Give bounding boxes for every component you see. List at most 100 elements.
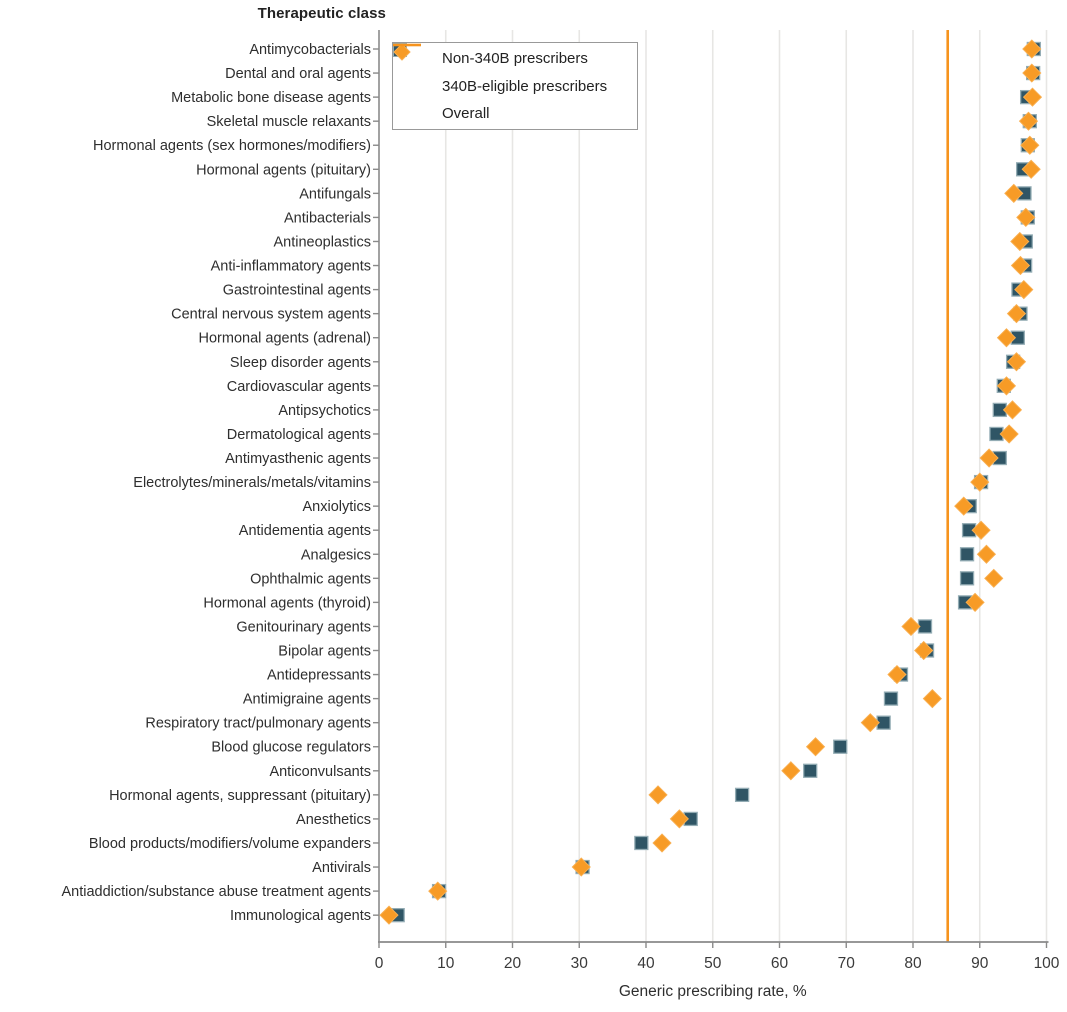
marker-square (734, 787, 750, 803)
category-label: Metabolic bone disease agents (171, 90, 371, 106)
x-axis-title: Generic prescribing rate, % (619, 983, 807, 1000)
marker-diamond (914, 640, 934, 661)
x-tick-label: 100 (1034, 955, 1060, 972)
category-label: Genitourinary agents (236, 619, 371, 635)
category-label: Ophthalmic agents (250, 571, 371, 587)
legend-label-overall: Overall (442, 105, 490, 122)
category-label: Antiaddiction/substance abuse treatment … (61, 884, 371, 900)
marker-diamond (379, 905, 399, 925)
marker-diamond (984, 568, 1004, 588)
x-tick-label: 0 (375, 955, 384, 972)
marker-diamond (1006, 304, 1027, 324)
x-tick-label: 20 (504, 955, 522, 972)
marker-diamond (1020, 135, 1040, 155)
marker-diamond (954, 496, 974, 516)
category-label: Electrolytes/minerals/metals/vitamins (133, 475, 371, 491)
category-label: Antimycobacterials (249, 42, 371, 58)
category-label: Anesthetics (296, 812, 371, 828)
category-label: Antimyasthenic agents (225, 451, 371, 467)
category-label: Hormonal agents (sex hormones/modifiers) (93, 138, 371, 154)
category-label: Hormonal agents (thyroid) (203, 595, 371, 611)
x-tick-label: 60 (771, 955, 789, 972)
marker-diamond (979, 448, 999, 468)
category-label: Immunological agents (230, 908, 371, 924)
chart-title: Therapeutic class (257, 5, 386, 22)
category-label: Anti-inflammatory agents (211, 259, 371, 275)
category-label: Sleep disorder agents (230, 355, 371, 371)
marker-diamond (781, 761, 801, 781)
marker-diamond (1018, 111, 1039, 131)
legend-label-non340b: Non-340B prescribers (442, 50, 588, 67)
category-label: Antidementia agents (239, 523, 371, 539)
marker-diamond (887, 664, 907, 685)
legend-item-non340b: Non-340B prescribers (393, 43, 627, 67)
marker-diamond (1006, 352, 1027, 372)
category-label: Antivirals (312, 860, 371, 876)
category-label: Antimigraine agents (243, 692, 371, 708)
marker-diamond (970, 472, 990, 492)
category-label: Antidepressants (267, 668, 371, 684)
marker-square (959, 547, 975, 562)
x-tick-label: 40 (637, 955, 655, 972)
category-label: Central nervous system agents (171, 307, 371, 323)
x-tick-label: 50 (704, 955, 722, 972)
legend-item-overall: Overall (393, 43, 627, 122)
marker-diamond (1022, 63, 1042, 83)
category-label: Cardiovascular agents (227, 379, 371, 395)
legend: Non-340B prescribers 340B-eligible presc… (392, 42, 638, 130)
marker-square (803, 763, 818, 778)
category-label: Skeletal muscle relaxants (207, 114, 371, 130)
category-label: Hormonal agents, suppressant (pituitary) (109, 788, 371, 804)
marker-diamond (922, 689, 942, 709)
category-label: Blood glucose regulators (211, 740, 371, 756)
marker-diamond (1021, 159, 1041, 179)
marker-diamond (1010, 255, 1031, 276)
x-tick-label: 10 (437, 955, 455, 972)
marker-diamond (1010, 231, 1030, 252)
category-label: Analgesics (301, 547, 371, 563)
marker-square (883, 691, 899, 706)
marker-diamond (996, 376, 1017, 396)
marker-diamond (1022, 39, 1042, 59)
marker-diamond (648, 785, 668, 805)
category-label: Dental and oral agents (225, 66, 371, 82)
category-label: Blood products/modifiers/volume expander… (89, 836, 371, 852)
marker-square (959, 571, 975, 586)
marker-square (833, 739, 848, 754)
category-label: Hormonal agents (pituitary) (196, 162, 371, 178)
category-label: Antipsychotics (278, 403, 371, 419)
category-label: Anxiolytics (303, 499, 372, 515)
marker-diamond (428, 881, 448, 901)
category-label: Antifungals (299, 186, 371, 202)
marker-diamond (1014, 279, 1034, 300)
marker-diamond (999, 424, 1019, 444)
marker-diamond (1022, 87, 1043, 107)
category-label: Gastrointestinal agents (223, 283, 371, 299)
marker-diamond (805, 737, 826, 757)
category-label: Bipolar agents (278, 644, 371, 660)
x-tick-label: 30 (571, 955, 589, 972)
marker-diamond (669, 809, 689, 829)
category-label: Antineoplastics (273, 234, 371, 250)
marker-diamond (976, 544, 997, 564)
category-label: Respiratory tract/pulmonary agents (145, 716, 371, 732)
legend-label-340b: 340B-eligible prescribers (442, 77, 608, 95)
marker-square (634, 835, 649, 851)
marker-diamond (1004, 183, 1024, 203)
x-tick-label: 80 (904, 955, 922, 972)
category-label: Antibacterials (284, 210, 371, 226)
marker-diamond (1016, 207, 1036, 228)
marker-diamond (971, 520, 991, 540)
category-label: Dermatological agents (227, 427, 371, 443)
marker-diamond (652, 833, 672, 853)
marker-diamond (965, 592, 985, 612)
marker-diamond (571, 857, 591, 877)
x-tick-label: 70 (838, 955, 856, 972)
category-label: Hormonal agents (adrenal) (199, 331, 371, 347)
marker-diamond (860, 713, 880, 733)
marker-diamond (996, 328, 1017, 348)
category-label: Anticonvulsants (269, 764, 371, 780)
marker-diamond (1002, 400, 1023, 420)
